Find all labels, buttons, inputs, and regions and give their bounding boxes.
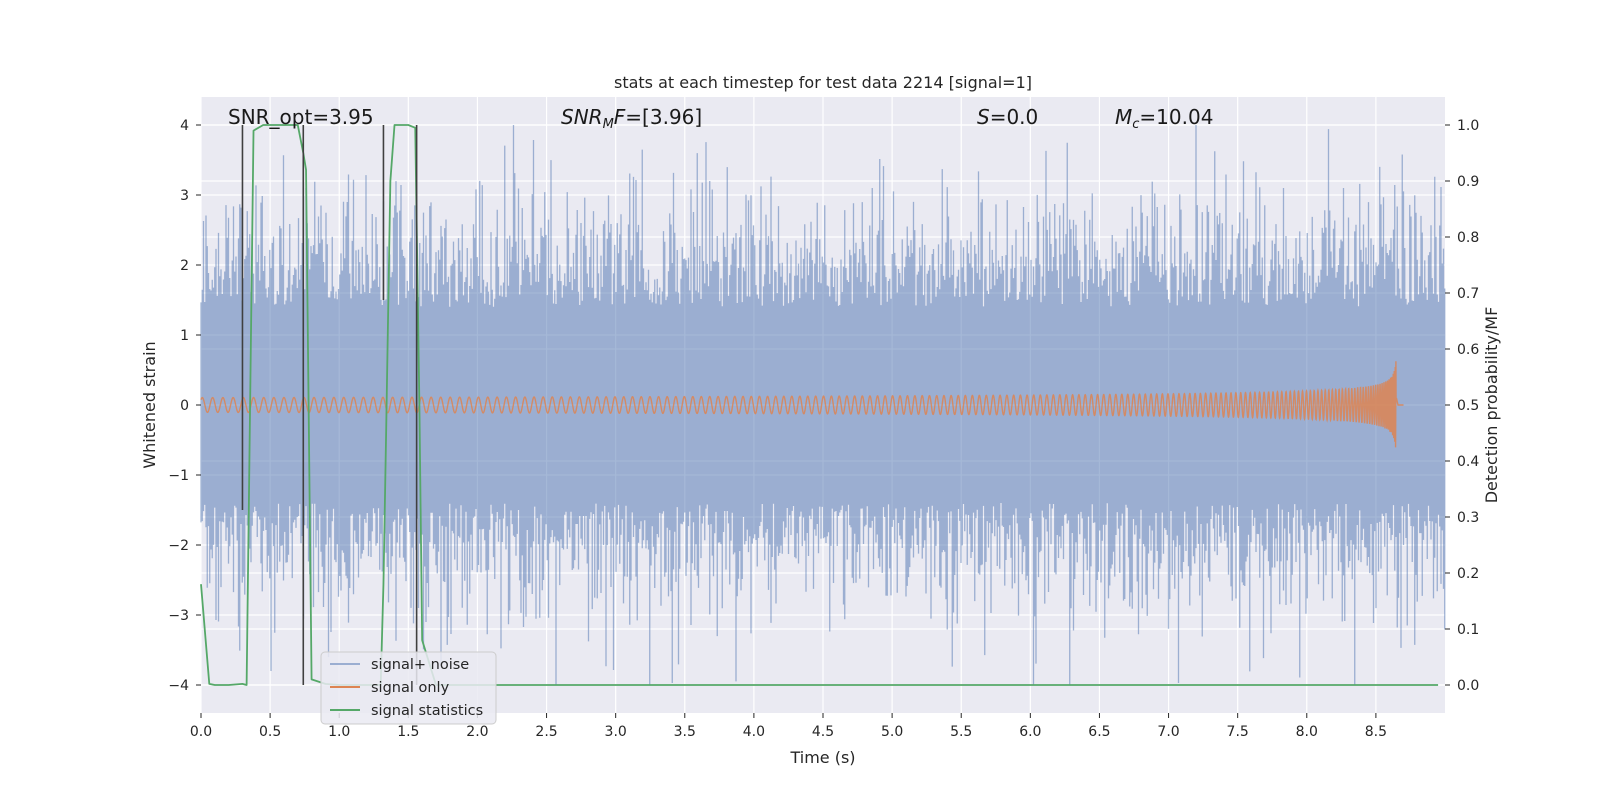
- x-tick-label-12: 6.0: [1019, 724, 1041, 740]
- annotation-s-value: =0.0: [990, 105, 1039, 129]
- y2-tick-label-4: 0.4: [1457, 454, 1479, 470]
- x-tick-label-0: 0.0: [190, 724, 212, 740]
- legend-label-signal-statistics: signal statistics: [371, 703, 483, 719]
- legend-label-signal-noise: signal+ noise: [371, 657, 469, 673]
- x-tick-label-11: 5.5: [950, 724, 972, 740]
- y-tick-label-7: 3: [180, 188, 189, 204]
- x-tick-label-1: 0.5: [259, 724, 281, 740]
- y-axis-label: Whitened strain: [140, 341, 159, 468]
- chart-title: stats at each timestep for test data 221…: [614, 73, 1032, 92]
- y-tick-label-1: −3: [168, 608, 189, 624]
- x-tick-label-8: 4.0: [743, 724, 765, 740]
- y2-tick-label-2: 0.2: [1457, 566, 1479, 582]
- legend: signal+ noise signal only signal statist…: [320, 651, 497, 725]
- signal-only-trace: [200, 361, 1404, 448]
- x-axis-label: Time (s): [789, 748, 855, 767]
- x-tick-label-16: 8.0: [1296, 724, 1318, 740]
- annotation-snr-mf: SNRMF=[3.96]: [561, 105, 702, 132]
- y2-tick-label-3: 0.3: [1457, 510, 1479, 526]
- x-tick-label-13: 6.5: [1088, 724, 1110, 740]
- signal-only-series: [200, 361, 1404, 448]
- y2-tick-label-9: 0.9: [1457, 174, 1479, 190]
- y-tick-label-0: −4: [168, 678, 189, 694]
- y2-tick-label-8: 0.8: [1457, 230, 1479, 246]
- annotation-snr-opt: SNR_opt=3.95: [228, 105, 374, 129]
- y-tick-label-6: 2: [180, 258, 189, 274]
- x-tick-label-7: 3.5: [674, 724, 696, 740]
- legend-box: [320, 651, 497, 725]
- y2-tick-label-5: 0.5: [1457, 398, 1479, 414]
- x-tick-label-3: 1.5: [397, 724, 419, 740]
- x-tick-label-17: 8.5: [1365, 724, 1387, 740]
- x-tick-label-6: 3.0: [605, 724, 627, 740]
- annotation-mc: Mc=10.04: [1115, 105, 1213, 132]
- legend-label-signal-only: signal only: [371, 680, 450, 696]
- y-tick-label-2: −2: [168, 538, 189, 554]
- x-tick-label-10: 5.0: [881, 724, 903, 740]
- y-tick-label-4: 0: [180, 398, 189, 414]
- x-tick-label-2: 1.0: [328, 724, 350, 740]
- y2-axis-ticks: 0.0 0.1 0.2 0.3 0.4 0.5 0.6 0.7 0.8 0.9 1.0: [1445, 118, 1479, 694]
- signal-noise-series: [200, 125, 1446, 685]
- y-tick-label-8: 4: [180, 118, 189, 134]
- y2-tick-label-6: 0.6: [1457, 342, 1479, 358]
- marker-lines: [241, 125, 418, 685]
- x-tick-label-9: 4.5: [812, 724, 834, 740]
- y2-axis-label: Detection probability/MF: [1482, 307, 1501, 504]
- signal-noise-trace: [200, 125, 1446, 685]
- y-tick-label-5: 1: [180, 328, 189, 344]
- y-tick-label-3: −1: [168, 468, 189, 484]
- x-tick-label-5: 2.5: [535, 724, 557, 740]
- annotation-mc-value: =10.04: [1139, 105, 1213, 129]
- x-axis-ticks: 0.0 0.5 1.0 1.5 2.0 2.5 3.0 3.5 4.0 4.5 5.0 5.5 6.0 6…: [190, 713, 1387, 740]
- y2-tick-label-7: 0.7: [1457, 286, 1479, 302]
- annotation-s: S=0.0: [977, 105, 1038, 129]
- x-tick-label-14: 7.0: [1157, 724, 1179, 740]
- y2-tick-label-10: 1.0: [1457, 118, 1479, 134]
- x-tick-label-15: 7.5: [1227, 724, 1249, 740]
- y-axis-ticks: −4 −3 −2 −1 0 1 2 3 4: [168, 118, 201, 694]
- annotation-snr-mf-value: =[3.96]: [625, 105, 702, 129]
- x-tick-label-4: 2.0: [466, 724, 488, 740]
- y2-tick-label-1: 0.1: [1457, 622, 1479, 638]
- y2-tick-label-0: 0.0: [1457, 678, 1479, 694]
